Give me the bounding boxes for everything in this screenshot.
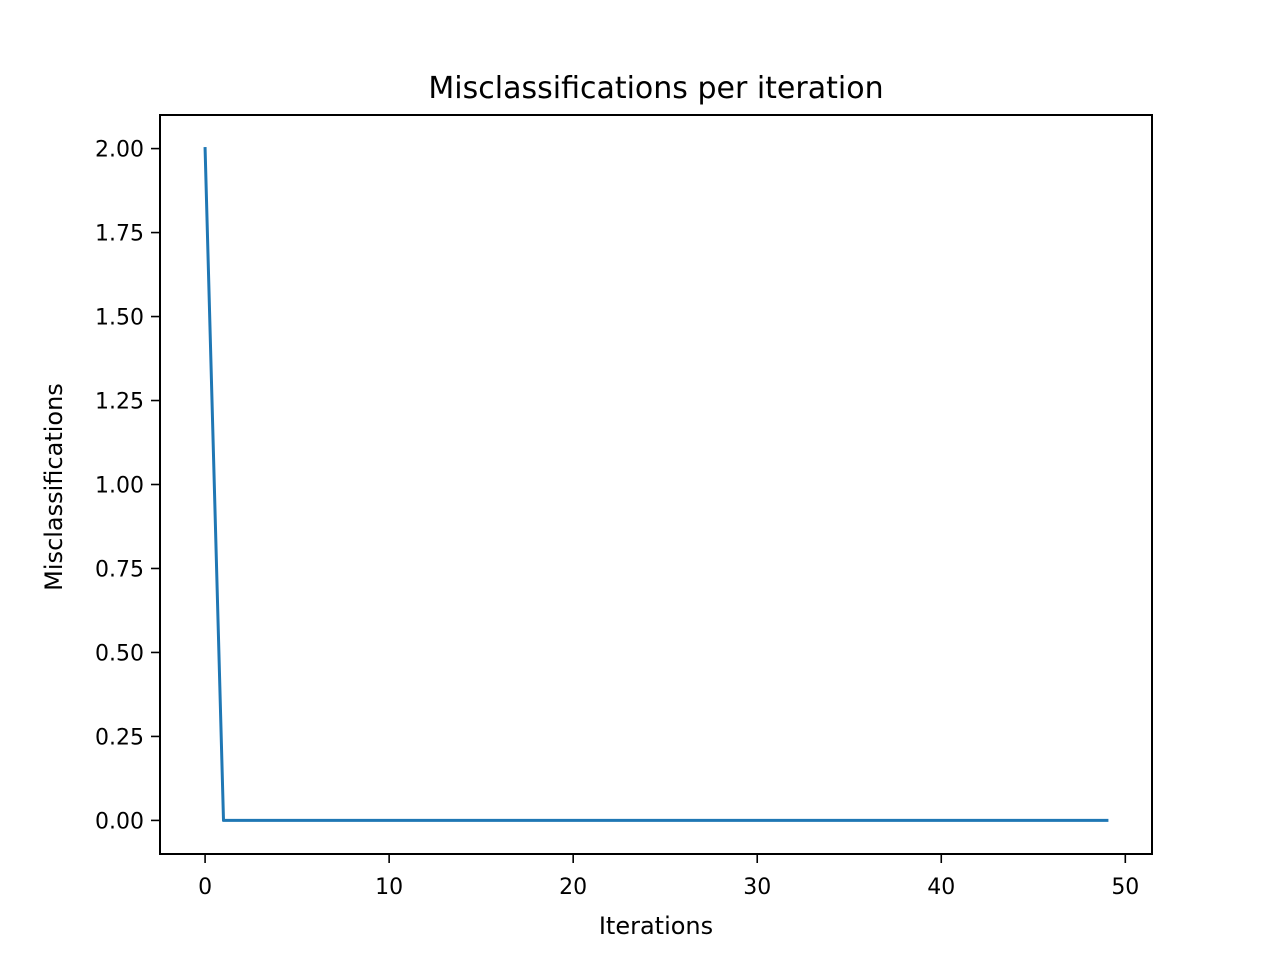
x-axis-ticks: 0 10 20 30 40 50 — [198, 854, 1139, 900]
y-tick-label: 2.00 — [95, 138, 144, 163]
x-tick-label: 20 — [559, 875, 587, 900]
x-tick-label: 0 — [198, 875, 212, 900]
y-axis-label: Misclassifications — [40, 383, 68, 591]
plot-area — [159, 114, 1153, 855]
plot-background — [160, 115, 1152, 854]
y-axis-ticks: 0.00 0.25 0.50 0.75 1.00 1.25 1.50 1.75 2.00 — [95, 138, 160, 834]
y-tick-label: 0.75 — [95, 557, 144, 582]
x-tick-label: 10 — [375, 875, 403, 900]
series-layer — [203, 147, 1109, 822]
y-tick-label: 0.25 — [95, 725, 144, 750]
chart-title: Misclassifications per iteration — [428, 71, 883, 106]
y-tick-label: 0.50 — [95, 641, 144, 666]
y-tick-label: 1.50 — [95, 306, 144, 331]
series-line-0 — [203, 147, 1109, 822]
x-tick-label: 40 — [927, 875, 955, 900]
y-tick-label: 1.75 — [95, 222, 144, 247]
x-tick-label: 50 — [1111, 875, 1139, 900]
x-axis-label: Iterations — [599, 912, 713, 940]
y-tick-label: 0.00 — [95, 809, 144, 834]
y-tick-label: 1.00 — [95, 474, 144, 499]
y-tick-label: 1.25 — [95, 390, 144, 415]
x-tick-label: 30 — [743, 875, 771, 900]
